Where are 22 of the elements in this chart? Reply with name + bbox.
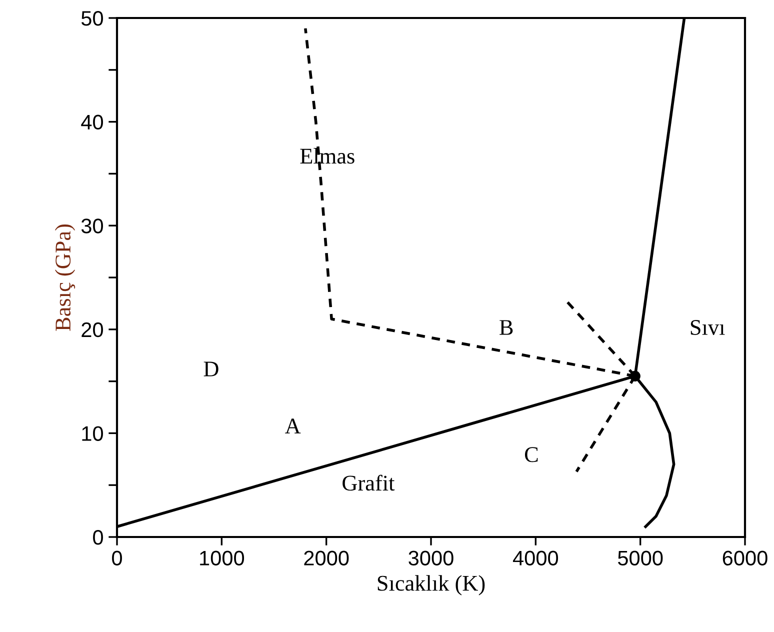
annotation: B: [500, 320, 513, 335]
y-tick-label: 40: [81, 114, 103, 130]
x-tick-label: 6000: [722, 550, 768, 566]
x-tick-label: 5000: [618, 550, 663, 566]
y-tick-label: 30: [81, 218, 103, 234]
x-tick-label: 4000: [512, 550, 558, 566]
annotation: A: [285, 418, 301, 434]
y-tick-label: 50: [81, 11, 103, 26]
y-tick-label: 0: [93, 530, 103, 545]
annotation: C: [524, 447, 538, 462]
x-tick-label: 3000: [408, 550, 454, 566]
y-tick-label: 20: [82, 322, 103, 338]
x-tick-label: 2000: [304, 550, 349, 566]
annotation: Elmas: [300, 148, 354, 164]
y-axis-title: Basıç (GPa): [54, 224, 76, 331]
annotation: Grafit: [342, 474, 395, 491]
annotation: Sıvı: [690, 320, 725, 335]
x-tick-label: 1000: [200, 550, 244, 566]
x-axis-title: Sıcaklık (K): [378, 575, 485, 596]
annotation: D: [204, 362, 218, 376]
x-tick-label: 0: [112, 550, 122, 566]
y-tick-label: 10: [82, 426, 103, 441]
